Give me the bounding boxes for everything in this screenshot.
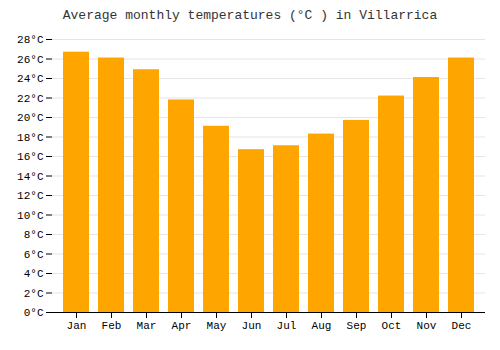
svg-text:2°C: 2°C [24, 288, 44, 300]
svg-text:Jul: Jul [277, 320, 297, 332]
svg-text:28°C: 28°C [17, 34, 44, 46]
html-text:Average monthly temperatures (: Average monthly temperatures (°C ) in Vi… [62, 8, 438, 23]
svg-text:Aug: Aug [312, 320, 332, 332]
svg-text:16°C: 16°C [17, 151, 44, 163]
svg-text:18°C: 18°C [17, 132, 44, 144]
svg-text:4°C: 4°C [24, 268, 44, 280]
svg-text:Jun: Jun [242, 320, 262, 332]
svg-text:Feb: Feb [102, 320, 122, 332]
svg-text:24°C: 24°C [17, 73, 44, 85]
svg-text:Apr: Apr [172, 320, 192, 332]
svg-text:Nov: Nov [417, 320, 437, 332]
svg-text:22°C: 22°C [17, 93, 44, 105]
svg-text:8°C: 8°C [24, 229, 44, 241]
svg-text:Dec: Dec [452, 320, 472, 332]
svg-text:Oct: Oct [382, 320, 402, 332]
svg-text:Jan: Jan [67, 320, 87, 332]
svg-text:Sep: Sep [347, 320, 367, 332]
svg-text:10°C: 10°C [17, 210, 44, 222]
svg-text:0°C: 0°C [24, 307, 44, 319]
svg-text:12°C: 12°C [17, 190, 44, 202]
svg-text:Mar: Mar [137, 320, 157, 332]
svg-text:20°C: 20°C [17, 112, 44, 124]
svg-text:26°C: 26°C [17, 54, 44, 66]
svg-text:May: May [207, 320, 227, 332]
svg-text:14°C: 14°C [17, 171, 44, 183]
svg-text:6°C: 6°C [24, 249, 44, 261]
